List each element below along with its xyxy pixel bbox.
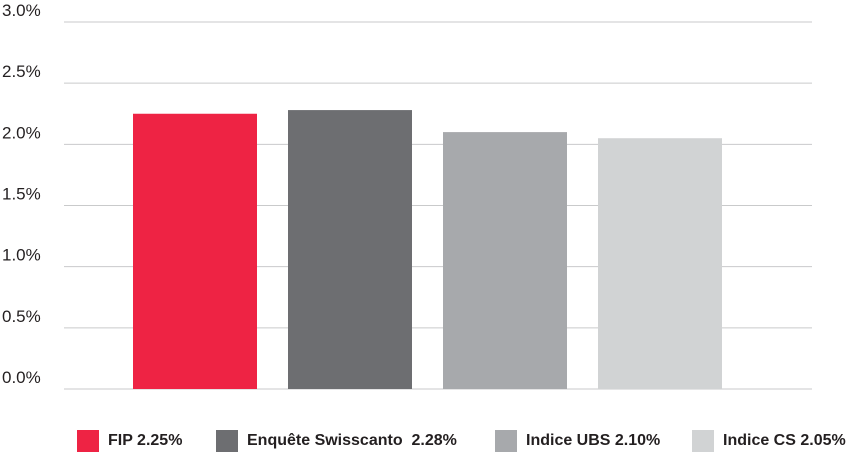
- y-tick-label: 2.0%: [2, 123, 41, 142]
- legend-item-ubs: Indice UBS 2.10%: [495, 430, 660, 452]
- y-tick-label: 2.5%: [2, 62, 41, 81]
- y-tick-label: 3.0%: [2, 1, 41, 20]
- y-tick-label: 0.5%: [2, 307, 41, 326]
- bar-indice-ubs: [443, 132, 567, 389]
- bar-indice-cs: [598, 138, 722, 389]
- legend-item-fip: FIP 2.25%: [77, 430, 182, 452]
- bars: [133, 110, 722, 389]
- bar-chart: 0.0% 0.5% 1.0% 1.5% 2.0% 2.5% 3.0%: [2, 1, 812, 390]
- legend-swatch-ubs: [495, 430, 517, 452]
- legend-swatch-cs: [692, 430, 714, 452]
- legend-label-fip: FIP 2.25%: [108, 432, 183, 449]
- y-tick-label: 1.5%: [2, 185, 41, 204]
- legend-label-ubs: Indice UBS 2.10%: [526, 432, 661, 449]
- y-tick-label: 0.0%: [2, 368, 41, 387]
- legend-item-cs: Indice CS 2.05%: [692, 430, 846, 452]
- legend: FIP 2.25% Enquête Swisscanto 2.28% Indic…: [0, 430, 859, 454]
- legend-label-swisscanto: Enquête Swisscanto 2.28%: [247, 432, 457, 449]
- bar-enqu-te-swisscanto: [288, 110, 412, 389]
- bar-fip: [133, 113, 257, 389]
- legend-item-swisscanto: Enquête Swisscanto 2.28%: [216, 430, 457, 452]
- y-axis-tick-labels: 0.0% 0.5% 1.0% 1.5% 2.0% 2.5% 3.0%: [2, 1, 41, 387]
- y-tick-label: 1.0%: [2, 246, 41, 265]
- legend-label-cs: Indice CS 2.05%: [723, 432, 846, 449]
- legend-swatch-fip: [77, 430, 99, 452]
- legend-swatch-swisscanto: [216, 430, 238, 452]
